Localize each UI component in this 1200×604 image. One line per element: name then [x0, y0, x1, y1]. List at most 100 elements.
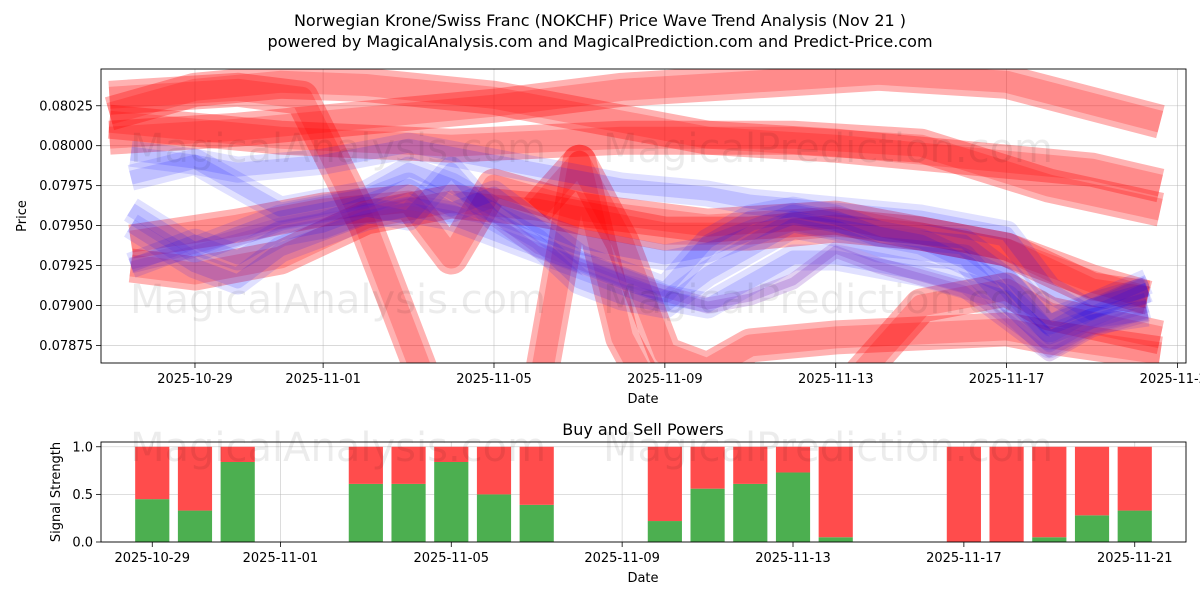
buy-bar: [1074, 515, 1110, 542]
price-x-tick-label: 2025-10-29: [157, 372, 233, 387]
red-wave-6-band-layer-1: [129, 190, 1151, 309]
red-wave-3-band-layer-0: [107, 104, 1164, 227]
red-wave-5-band-layer-0: [524, 144, 1163, 363]
chart-title-line1: Norwegian Krone/Swiss Franc (NOKCHF) Pri…: [294, 11, 906, 30]
sell-bar: [775, 446, 811, 473]
sell-bar: [135, 446, 170, 500]
watermark-analysis-upper: MagicalAnalysis.com: [130, 126, 546, 172]
price-chart-grid: [101, 69, 1186, 363]
signal-y-tick-label: 0.5: [72, 488, 93, 503]
watermark-prediction-upper: MagicalPrediction.com: [603, 126, 1053, 172]
price-y-tick-label: 0.07900: [39, 299, 93, 314]
blue-wave-1-band-layer-1: [127, 178, 1151, 329]
blue-wave-5-band-layer-1: [127, 202, 1150, 345]
signal-x-tick-label: 2025-11-17: [926, 551, 1002, 566]
signal-x-tick-label: 2025-11-13: [755, 551, 831, 566]
price-wave-bands: [104, 69, 1165, 363]
sell-bar: [519, 446, 554, 505]
price-y-axis-title: Price: [15, 200, 30, 232]
red-wave-2-band-layer-1: [108, 69, 1164, 149]
price-x-tick-label: 2025-11-21: [1140, 372, 1200, 387]
signal-x-tick-label: 2025-11-05: [413, 551, 489, 566]
watermark-analysis-lower: MagicalAnalysis.com: [130, 277, 546, 323]
buy-bar: [476, 494, 512, 542]
purple-wave-1-band-layer-0: [128, 193, 1150, 362]
blue-wave-4-band-layer-1: [129, 154, 1150, 337]
sell-bar: [220, 446, 255, 462]
buy-bar: [775, 472, 811, 542]
price-y-tick-label: 0.07950: [39, 219, 93, 234]
price-chart-frame: [100, 68, 1187, 364]
red-wave-1-band-layer-0: [104, 69, 1165, 203]
buy-bar: [434, 462, 469, 542]
price-chart-axes: 2025-10-29 2025-11-01 2025-11-05 2025-11-09…: [39, 99, 1200, 387]
sell-bar: [1074, 446, 1110, 516]
chart-title-line2: powered by MagicalAnalysis.com and Magic…: [267, 32, 932, 51]
red-wave-3-band-layer-1: [108, 110, 1163, 221]
red-wave-1-band-layer-1: [106, 70, 1163, 197]
buy-bar: [733, 483, 768, 542]
signal-y-axis-title: Signal Strength: [49, 442, 64, 542]
red-wave-4-band-layer-1: [108, 78, 1163, 363]
red-wave-7-band-layer-1: [129, 174, 1150, 309]
blue-wave-2-band-layer-1: [128, 162, 1149, 353]
sell-bar: [818, 446, 853, 538]
buy-bar: [391, 483, 426, 542]
price-x-tick-label: 2025-11-01: [285, 372, 361, 387]
price-chart-watermarks: MagicalAnalysis.com MagicalPrediction.co…: [130, 126, 1053, 323]
buy-bar: [690, 488, 725, 542]
purple-wave-1-band-layer-1: [129, 197, 1149, 358]
sell-bar: [1032, 446, 1067, 538]
red-wave-4-band-layer-0: [108, 72, 1164, 363]
red-wave-5-band-layer-1: [528, 150, 1162, 363]
buy-bar: [647, 521, 682, 542]
signal-y-tick-label: 1.0: [72, 440, 93, 455]
buy-bar: [818, 537, 853, 542]
price-x-tick-label: 2025-11-13: [798, 372, 874, 387]
signal-y-tick-label: 0.0: [72, 536, 93, 551]
sell-bar: [476, 446, 512, 495]
sell-bar: [434, 446, 469, 462]
signal-chart-watermarks: MagicalAnalysis.com MagicalPrediction.co…: [130, 425, 1053, 471]
blue-wave-1-band-layer-0: [124, 172, 1153, 335]
watermark-prediction-lower: MagicalPrediction.com: [603, 277, 1053, 323]
signal-chart-title: Buy and Sell Powers: [562, 420, 724, 439]
price-y-tick-label: 0.07925: [39, 259, 93, 274]
buy-bar: [1032, 537, 1067, 542]
sell-bar: [690, 446, 725, 489]
price-x-tick-label: 2025-11-05: [456, 372, 532, 387]
buy-bar: [519, 504, 554, 542]
buy-bar: [135, 499, 170, 542]
sell-bar: [348, 446, 383, 484]
blue-wave-3-band-layer-0: [129, 132, 1153, 327]
signal-chart-frame: [100, 441, 1187, 543]
signal-x-tick-label: 2025-10-29: [114, 551, 190, 566]
price-x-tick-label: 2025-11-09: [627, 372, 703, 387]
blue-wave-4-band-layer-0: [127, 148, 1152, 343]
sell-bar: [1117, 446, 1152, 511]
red-wave-6-band-layer-0: [128, 184, 1153, 314]
price-x-tick-label: 2025-11-17: [969, 372, 1045, 387]
signal-x-axis-title: Date: [627, 571, 658, 586]
buy-bar: [177, 510, 213, 542]
red-wave-2-band-layer-0: [108, 69, 1165, 155]
sell-bar: [989, 446, 1024, 542]
signal-chart-axes: 2025-10-29 2025-11-01 2025-11-05 2025-11-09…: [72, 440, 1172, 566]
price-y-tick-label: 0.08025: [39, 99, 93, 114]
price-y-tick-label: 0.07975: [39, 179, 93, 194]
blue-wave-3-band-layer-1: [130, 138, 1151, 321]
sell-bar: [733, 446, 768, 484]
buy-bar: [348, 483, 383, 542]
red-wave-7-band-layer-0: [128, 168, 1151, 315]
watermark-prediction-bottom: MagicalPrediction.com: [603, 425, 1053, 471]
watermark-analysis-bottom: MagicalAnalysis.com: [130, 425, 546, 471]
blue-wave-2-band-layer-0: [126, 156, 1150, 359]
sell-bar: [946, 446, 981, 542]
price-y-tick-label: 0.07875: [39, 339, 93, 354]
price-y-tick-label: 0.08000: [39, 139, 93, 154]
signal-x-tick-label: 2025-11-01: [243, 551, 319, 566]
blue-wave-5-band-layer-0: [124, 196, 1152, 351]
signal-x-tick-label: 2025-11-21: [1097, 551, 1173, 566]
price-x-axis-title: Date: [627, 392, 658, 407]
